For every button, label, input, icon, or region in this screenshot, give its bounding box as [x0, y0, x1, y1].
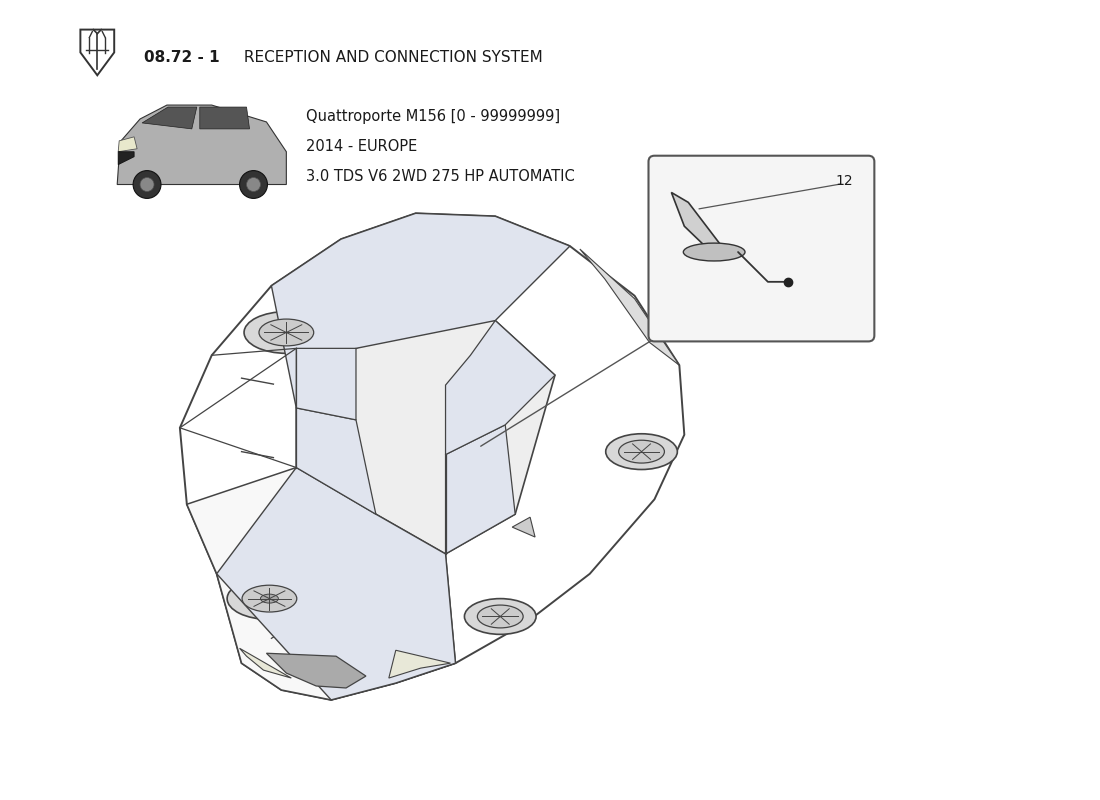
Text: Quattroporte M156 [0 - 99999999]: Quattroporte M156 [0 - 99999999]: [306, 110, 560, 125]
Text: 3.0 TDS V6 2WD 275 HP AUTOMATIC: 3.0 TDS V6 2WD 275 HP AUTOMATIC: [306, 169, 575, 184]
Circle shape: [133, 170, 161, 198]
Ellipse shape: [227, 578, 311, 619]
Polygon shape: [217, 467, 455, 700]
FancyBboxPatch shape: [649, 156, 875, 342]
Polygon shape: [580, 249, 680, 366]
Polygon shape: [296, 348, 356, 420]
Ellipse shape: [261, 594, 278, 603]
Ellipse shape: [242, 586, 297, 612]
Text: 08.72 - 1: 08.72 - 1: [144, 50, 220, 65]
Polygon shape: [200, 107, 250, 129]
Polygon shape: [240, 648, 292, 678]
Circle shape: [246, 178, 261, 191]
Ellipse shape: [464, 598, 536, 634]
Ellipse shape: [618, 440, 664, 463]
Ellipse shape: [683, 243, 745, 261]
Ellipse shape: [606, 434, 678, 470]
Polygon shape: [118, 105, 286, 185]
Text: RECEPTION AND CONNECTION SYSTEM: RECEPTION AND CONNECTION SYSTEM: [239, 50, 542, 65]
Ellipse shape: [258, 319, 314, 346]
Polygon shape: [187, 467, 455, 700]
Polygon shape: [272, 214, 570, 408]
Ellipse shape: [477, 605, 524, 628]
Polygon shape: [296, 408, 376, 514]
Polygon shape: [388, 650, 451, 678]
Polygon shape: [266, 654, 366, 688]
Polygon shape: [671, 193, 726, 252]
Polygon shape: [118, 152, 134, 165]
Circle shape: [240, 170, 267, 198]
Text: 12: 12: [836, 174, 854, 187]
Circle shape: [140, 178, 154, 191]
Polygon shape: [142, 107, 197, 129]
Polygon shape: [118, 137, 138, 152]
Polygon shape: [180, 214, 684, 700]
Ellipse shape: [244, 312, 329, 354]
Polygon shape: [513, 517, 535, 537]
Polygon shape: [446, 321, 556, 454]
Polygon shape: [296, 315, 556, 554]
Polygon shape: [446, 425, 515, 554]
Text: 2014 - EUROPE: 2014 - EUROPE: [306, 139, 418, 154]
